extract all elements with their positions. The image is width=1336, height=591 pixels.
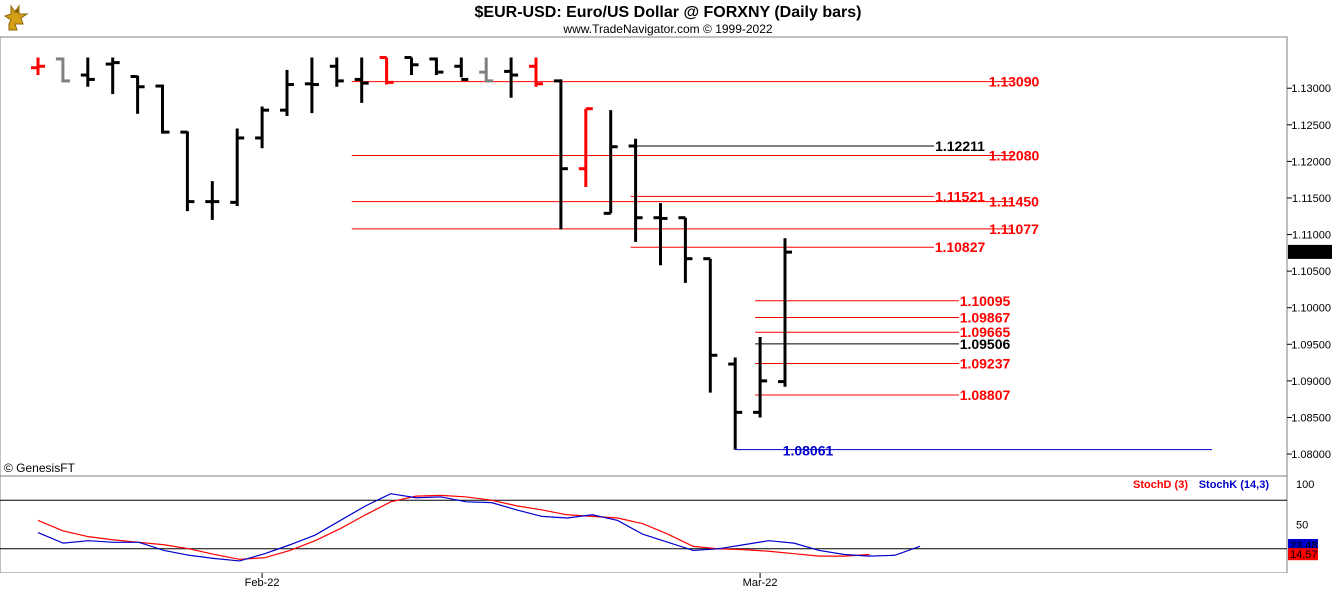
- price-pane: 1.13090 1.12080 1.11450 1.11077 1.12211 1.115…: [0, 36, 1332, 477]
- level-label: 1.09867: [960, 309, 1011, 325]
- legend-stochd: StochD (3): [1133, 479, 1188, 491]
- price-bars: [31, 55, 792, 450]
- level-label: 1.13090: [989, 74, 1040, 90]
- stochd-last-box: [1288, 548, 1318, 561]
- price-tick-label: 1.10500: [1291, 266, 1331, 278]
- price-tick-label: 1.09500: [1291, 339, 1331, 351]
- level-label: 1.12211: [935, 138, 985, 154]
- price-plot-frame: [0, 36, 1288, 477]
- price-tick-label: 1.08500: [1291, 412, 1331, 424]
- level-label: 1.11450: [989, 194, 1039, 210]
- last-price-label: 1.10763: [1290, 247, 1330, 259]
- price-tick-label: 1.10000: [1291, 303, 1331, 315]
- price-tick-label: 1.12000: [1291, 156, 1331, 168]
- stoch-lines: [37, 493, 921, 562]
- level-label: 1.10827: [935, 239, 986, 255]
- price-tick-label: 1.12500: [1291, 120, 1331, 132]
- price-tick-label: 1.11000: [1292, 230, 1331, 242]
- stoch-reference-lines: [0, 499, 1287, 550]
- stochk-last-box: [1288, 538, 1318, 551]
- level-lines: 1.13090 1.12080 1.11450 1.11077 1.12211 1.115…: [351, 74, 1040, 403]
- price-tick-label: 1.13000: [1291, 83, 1331, 95]
- stochd-line: [37, 494, 870, 560]
- gold-dragon-logo-icon: [3, 4, 29, 31]
- legend-stochk: StochK (14,3): [1199, 479, 1270, 491]
- credit-text: © GenesisFT: [4, 461, 76, 475]
- low-marker: 1.08061: [735, 443, 1212, 459]
- level-label: 1.08807: [960, 387, 1011, 403]
- price-axis: 1.13000 1.12500 1.12000 1.11500 1.11000 1.105…: [1287, 83, 1332, 461]
- low-label: 1.08061: [783, 443, 834, 459]
- date-tick-label: Mar-22: [743, 577, 778, 589]
- stoch-tick-label: 50: [1296, 520, 1308, 532]
- date-axis-strip: [0, 573, 1336, 591]
- level-label: 1.09506: [960, 336, 1011, 352]
- price-tick-label: 1.08000: [1291, 449, 1331, 461]
- last-price-box: [1288, 244, 1332, 259]
- level-label: 1.11521: [935, 188, 985, 204]
- level-label: 1.11077: [989, 221, 1039, 237]
- stochd-last-label: 14.57: [1290, 549, 1318, 561]
- level-label: 1.09665: [960, 324, 1011, 340]
- level-label: 1.10095: [960, 293, 1011, 309]
- price-tick-label: 1.11500: [1292, 193, 1331, 205]
- stoch-tick-label: 100: [1296, 479, 1314, 491]
- date-tick-label: Feb-22: [245, 577, 280, 589]
- level-label: 1.09237: [960, 356, 1011, 372]
- chart-subtitle: www.TradeNavigator.com © 1999-2022: [562, 22, 772, 36]
- stochk-line: [37, 493, 921, 562]
- price-tick-label: 1.09000: [1291, 376, 1331, 388]
- date-axis: Feb-22 Mar-22: [0, 573, 1336, 591]
- chart-title: $EUR-USD: Euro/US Dollar @ FORXNY (Daily…: [475, 4, 862, 21]
- level-label: 1.12080: [989, 148, 1040, 164]
